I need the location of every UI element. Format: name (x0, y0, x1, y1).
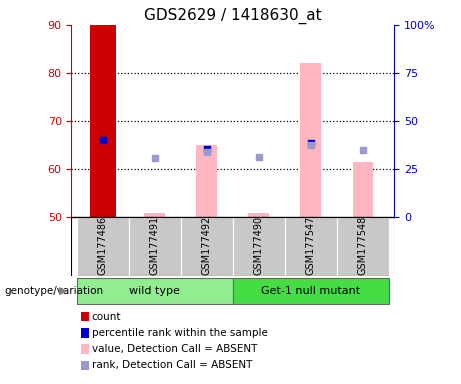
Point (255, 154, 262, 160)
Bar (181, 217, 233, 276)
Point (99, 137, 106, 143)
Text: percentile rank within the sample: percentile rank within the sample (92, 328, 268, 338)
Point (203, 149, 211, 155)
Title: GDS2629 / 1418630_at: GDS2629 / 1418630_at (144, 7, 322, 23)
Bar (77, 278, 233, 304)
Bar (129, 217, 181, 276)
Text: wild type: wild type (129, 286, 180, 296)
Bar (285, 217, 337, 276)
Bar (77, 217, 129, 276)
Text: GSM177547: GSM177547 (306, 216, 316, 275)
Bar (248, 213, 269, 217)
Point (359, 147, 366, 153)
Text: GSM177491: GSM177491 (150, 216, 160, 275)
Bar (144, 213, 165, 217)
Bar (196, 145, 217, 217)
Text: rank, Detection Call = ABSENT: rank, Detection Call = ABSENT (92, 360, 252, 370)
Text: GSM177490: GSM177490 (254, 216, 264, 275)
Point (203, 146, 211, 152)
Text: ▶: ▶ (59, 286, 68, 296)
Bar (90, 25, 116, 217)
Text: value, Detection Call = ABSENT: value, Detection Call = ABSENT (92, 344, 257, 354)
Point (307, 142, 314, 148)
Text: genotype/variation: genotype/variation (5, 286, 104, 296)
Bar (353, 162, 373, 217)
Bar (233, 278, 389, 304)
Point (151, 155, 159, 161)
Text: GSM177486: GSM177486 (98, 216, 108, 275)
Text: GSM177548: GSM177548 (358, 216, 368, 275)
Bar (301, 63, 321, 217)
Text: count: count (92, 312, 121, 322)
Point (307, 139, 314, 146)
Text: Get-1 null mutant: Get-1 null mutant (261, 286, 361, 296)
Text: GSM177492: GSM177492 (202, 216, 212, 275)
Bar (337, 217, 389, 276)
Bar (233, 217, 285, 276)
